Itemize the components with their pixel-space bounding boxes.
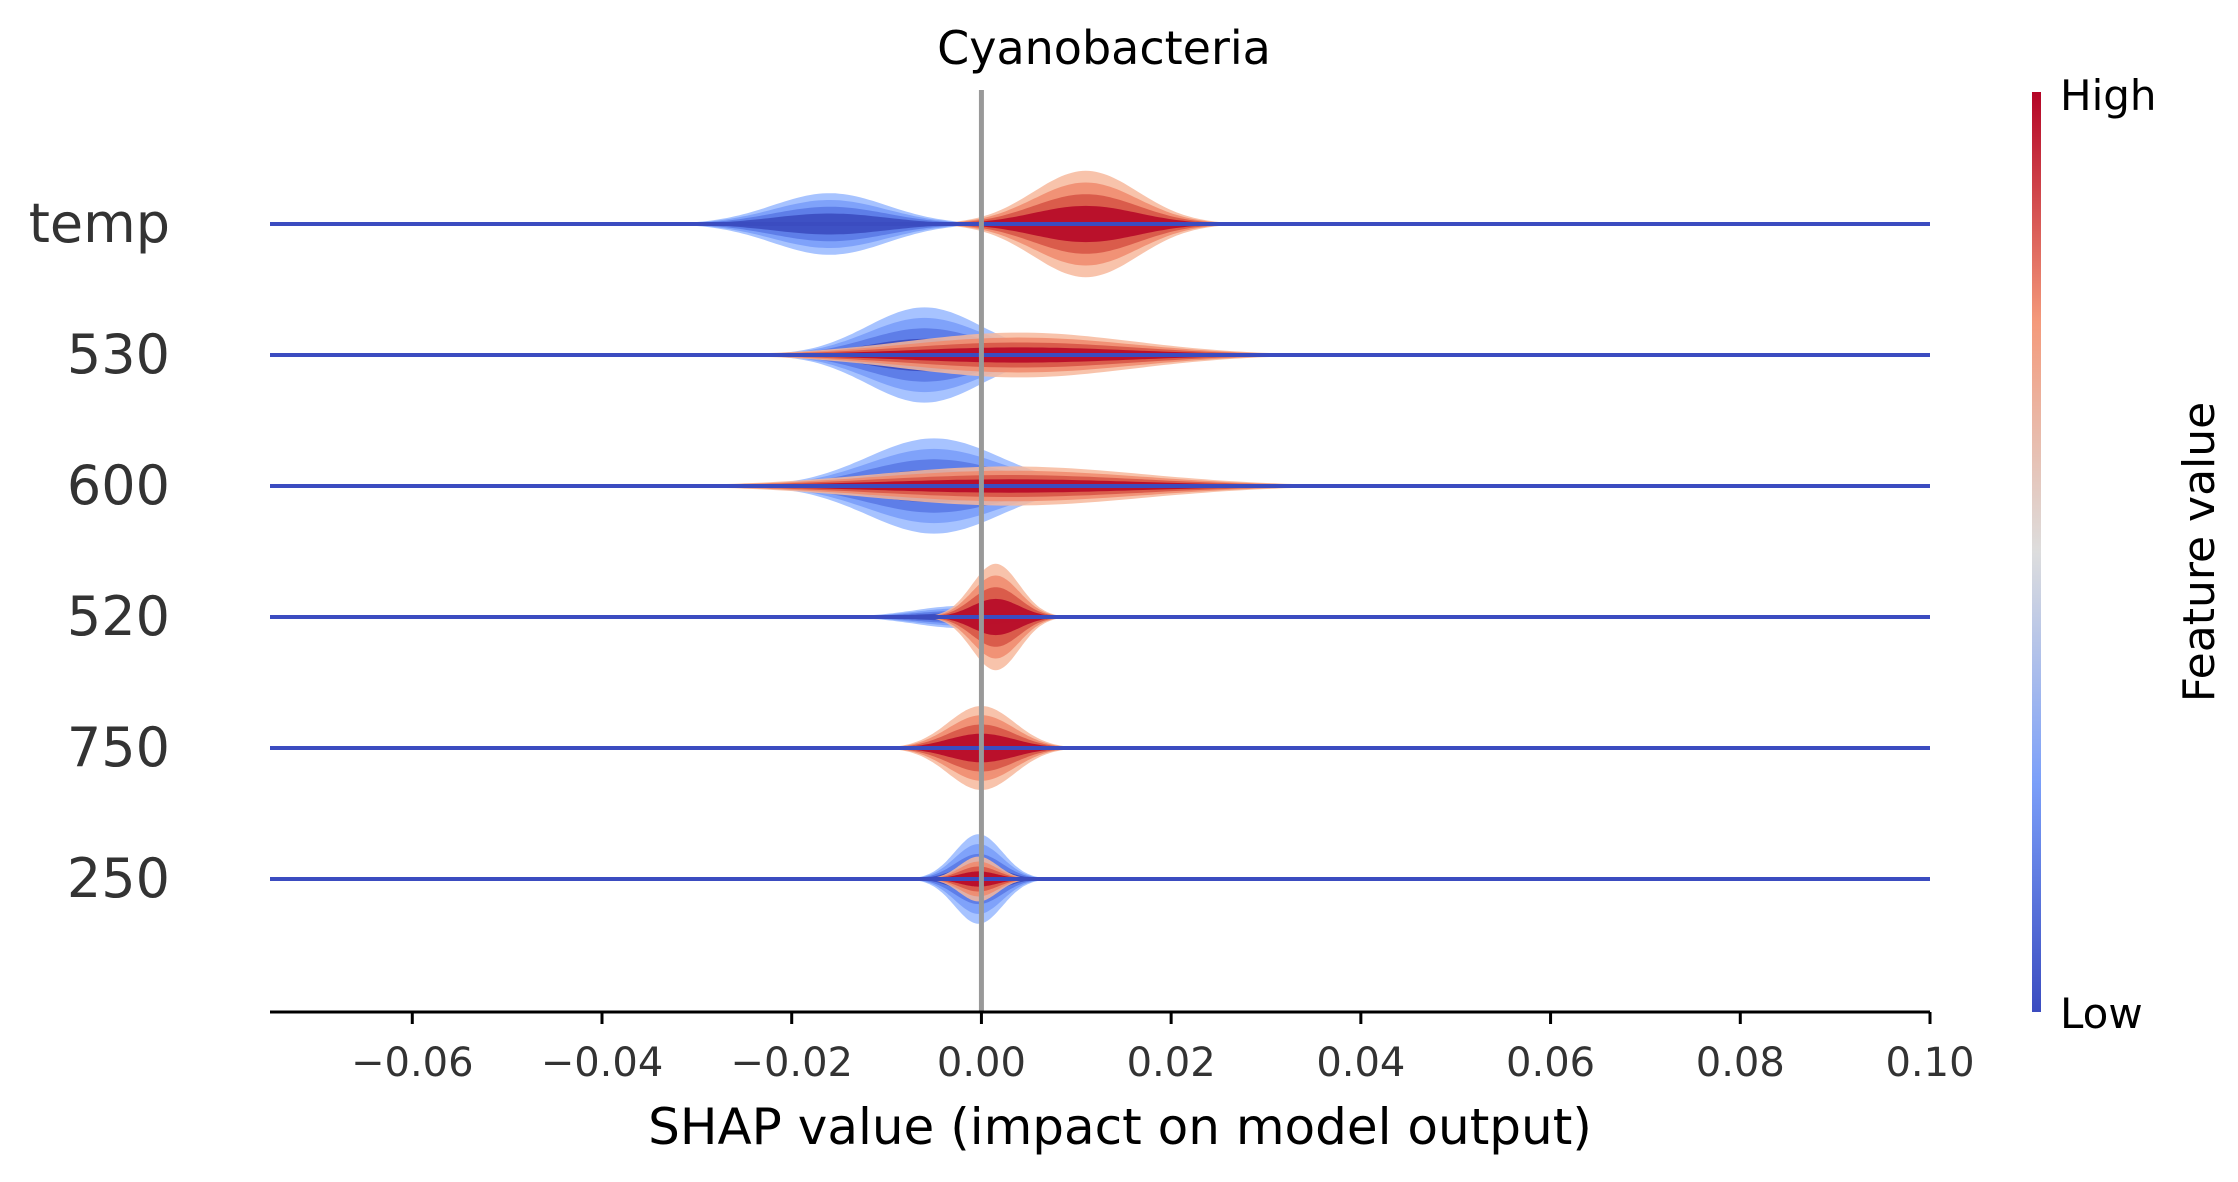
violin-layer xyxy=(478,170,1542,924)
colorbar-low-label: Low xyxy=(2060,989,2143,1038)
feature-label-520: 520 xyxy=(67,585,170,648)
x-tick-label: −0.04 xyxy=(541,1040,664,1086)
x-tick-layer: −0.06 −0.04 −0.02 0.00 0.02 0.04 0.06 0.08 0.10 xyxy=(351,1012,1975,1086)
x-tick-label: 0.02 xyxy=(1127,1040,1216,1086)
feature-label-750: 750 xyxy=(67,716,170,779)
x-tick-label: 0.10 xyxy=(1885,1040,1974,1086)
x-tick-label: 0.00 xyxy=(937,1040,1026,1086)
feature-label-600: 600 xyxy=(67,454,170,517)
colorbar-high-label: High xyxy=(2060,71,2157,120)
feature-label-250: 250 xyxy=(67,847,170,910)
feature-label-layer: temp 530 600 520 750 250 xyxy=(29,192,170,910)
x-tick-label: −0.06 xyxy=(351,1040,474,1086)
x-tick-label: 0.08 xyxy=(1696,1040,1785,1086)
baseline-layer xyxy=(270,222,1930,881)
colorbar-label: Feature value xyxy=(2174,402,2225,702)
x-tick-label: 0.06 xyxy=(1506,1040,1595,1086)
x-axis-label: SHAP value (impact on model output) xyxy=(648,1098,1592,1156)
feature-label-530: 530 xyxy=(67,323,170,386)
x-tick-label: 0.04 xyxy=(1316,1040,1405,1086)
x-tick-label: −0.02 xyxy=(730,1040,853,1086)
feature-label-temp: temp xyxy=(29,192,170,255)
colorbar xyxy=(2032,92,2041,1012)
chart-title: Cyanobacteria xyxy=(937,21,1271,75)
